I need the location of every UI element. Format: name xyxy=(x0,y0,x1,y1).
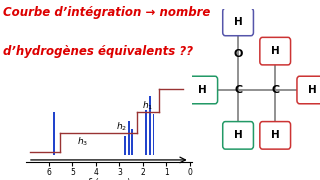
Text: d’hydrogènes équivalents ??: d’hydrogènes équivalents ?? xyxy=(3,45,193,58)
Text: H: H xyxy=(198,85,207,95)
FancyBboxPatch shape xyxy=(260,122,291,149)
Text: H: H xyxy=(271,46,280,56)
FancyBboxPatch shape xyxy=(297,76,320,104)
Bar xyxy=(53,112,54,155)
Text: C: C xyxy=(271,85,279,95)
Text: H: H xyxy=(234,17,243,27)
Text: H: H xyxy=(271,130,280,140)
Bar xyxy=(124,136,126,155)
Text: H: H xyxy=(234,130,243,140)
Text: $h_1$: $h_1$ xyxy=(142,99,153,112)
FancyBboxPatch shape xyxy=(223,122,253,149)
FancyBboxPatch shape xyxy=(260,37,291,65)
Text: $h_2$: $h_2$ xyxy=(116,121,127,133)
Text: H: H xyxy=(308,85,317,95)
X-axis label: δ (en ppm): δ (en ppm) xyxy=(88,178,130,180)
Text: C: C xyxy=(234,85,242,95)
Bar xyxy=(149,96,151,155)
Bar xyxy=(153,114,154,155)
Bar xyxy=(146,110,147,155)
Bar xyxy=(132,129,133,155)
Text: Courbe d’intégration → nombre: Courbe d’intégration → nombre xyxy=(3,6,211,19)
Bar xyxy=(128,121,130,155)
FancyBboxPatch shape xyxy=(223,8,253,36)
Text: $h_3$: $h_3$ xyxy=(77,136,88,148)
Text: O: O xyxy=(233,49,243,59)
FancyBboxPatch shape xyxy=(187,76,218,104)
